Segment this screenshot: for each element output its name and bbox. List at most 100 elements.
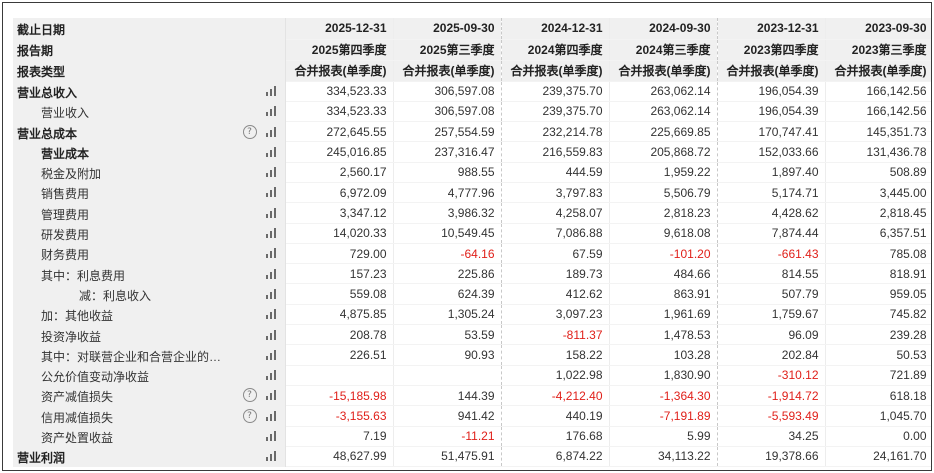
row-label: 财务费用: [41, 248, 90, 263]
value-cell: 818.91: [825, 263, 931, 285]
value-cell: 444.59: [501, 162, 610, 183]
value-cell: 48,627.99: [285, 446, 394, 468]
row-label: 销售费用: [41, 187, 90, 202]
bar-chart-icon[interactable]: [265, 288, 277, 299]
bar-chart-icon[interactable]: [265, 126, 277, 137]
header-cell: 2024第四季度: [501, 39, 610, 61]
table-row: 减：利息收入 559.08 624.39 412.62 863.91 507.79 959.…: [13, 283, 931, 305]
header-label-cell: 报告期: [13, 39, 286, 60]
bar-chart-icon[interactable]: [265, 329, 277, 340]
table-row: 营业收入 334,523.33 306,597.08 239,375.70 263,06…: [13, 101, 931, 123]
header-cell: 2023第四季度: [717, 39, 826, 61]
bar-chart-icon[interactable]: [265, 248, 277, 259]
header-cell: 合并报表(单季度): [501, 60, 610, 82]
table-row: 营业利润 48,627.99 51,475.91 6,874.22 34,113.22 1…: [13, 446, 931, 468]
bar-chart-icon[interactable]: [265, 146, 277, 157]
value-cell: -101.20: [609, 243, 718, 265]
table-row: 其中：对联营企业和合营企业的投资… 226.51 90.93 158.22 103.28…: [13, 344, 931, 366]
value-cell: [285, 365, 394, 386]
row-label-cell: 销售费用: [13, 182, 286, 203]
table-row: 资产减值损失? -15,185.98 144.39 -4,212.40 -1,364.3…: [13, 385, 931, 407]
bar-chart-icon[interactable]: [265, 207, 277, 218]
bar-chart-icon[interactable]: [265, 309, 277, 320]
value-cell: 34.25: [717, 426, 826, 447]
question-circle-icon[interactable]: ?: [242, 124, 257, 139]
value-cell: 53.59: [393, 324, 502, 346]
value-cell: 4,777.96: [393, 182, 502, 204]
value-cell: 508.89: [825, 162, 931, 183]
table-row: 研发费用 14,020.33 10,549.45 7,086.88 9,618.08 7,…: [13, 223, 931, 244]
bar-chart-icon[interactable]: [265, 390, 277, 401]
header-cell: 2024-12-31: [501, 18, 610, 40]
value-cell: 507.79: [717, 283, 826, 305]
bar-chart-icon[interactable]: [265, 451, 277, 462]
value-cell: 1,022.98: [501, 365, 610, 386]
row-label-cell: 营业收入: [13, 101, 286, 122]
row-label: 税金及附加: [41, 167, 102, 182]
row-label-cell: 税金及附加: [13, 162, 286, 183]
value-cell: 232,214.78: [501, 121, 610, 143]
table-row: 财务费用 729.00 -64.16 67.59 -101.20 -661.43 785.0…: [13, 243, 931, 265]
value-cell: 176.68: [501, 426, 610, 447]
value-cell: [393, 365, 502, 386]
value-cell: 7,874.44: [717, 223, 826, 244]
row-label-cell: 其中：利息费用: [13, 263, 286, 284]
value-cell: 624.39: [393, 283, 502, 305]
value-cell: 6,357.51: [825, 223, 931, 244]
value-cell: 5,174.71: [717, 182, 826, 204]
header-cell: 合并报表(单季度): [609, 60, 718, 82]
bar-chart-icon[interactable]: [265, 167, 277, 178]
header-label-cell: 报表类型: [13, 60, 286, 81]
value-cell: 0.00: [825, 426, 931, 447]
question-circle-icon[interactable]: ?: [242, 408, 257, 423]
value-cell: 263,062.14: [609, 81, 718, 102]
header-cell: 2025-09-30: [393, 18, 502, 40]
value-cell: 988.55: [393, 162, 502, 183]
value-cell: 745.82: [825, 304, 931, 326]
value-cell: 196,054.39: [717, 101, 826, 123]
value-cell: 618.18: [825, 385, 931, 407]
value-cell: 152,033.66: [717, 141, 826, 163]
row-label-cell: 营业利润: [13, 446, 286, 467]
bar-chart-icon[interactable]: [265, 370, 277, 381]
header-cell: 2025-12-31: [285, 18, 394, 40]
header-cell: 合并报表(单季度): [825, 60, 931, 82]
bar-chart-icon[interactable]: [265, 106, 277, 117]
bar-chart-icon[interactable]: [265, 187, 277, 198]
value-cell: 3,986.32: [393, 202, 502, 224]
value-cell: 19,378.66: [717, 446, 826, 468]
value-cell: 237,316.47: [393, 141, 502, 163]
value-cell: 239,375.70: [501, 101, 610, 123]
value-cell: 166,142.56: [825, 101, 931, 123]
row-label-cell: 资产处置收益: [13, 426, 286, 447]
row-label: 信用减值损失: [41, 410, 114, 425]
value-cell: 334,523.33: [285, 101, 394, 123]
value-cell: 863.91: [609, 283, 718, 305]
bar-chart-icon[interactable]: [265, 349, 277, 360]
value-cell: -310.12: [717, 365, 826, 386]
value-cell: 306,597.08: [393, 81, 502, 102]
bar-chart-icon[interactable]: [265, 410, 277, 421]
value-cell: 9,618.08: [609, 223, 718, 244]
bar-chart-icon[interactable]: [265, 228, 277, 239]
value-cell: 245,016.85: [285, 141, 394, 163]
value-cell: 131,436.78: [825, 141, 931, 163]
bar-chart-icon[interactable]: [265, 268, 277, 279]
bar-chart-icon[interactable]: [265, 86, 277, 96]
row-label: 资产减值损失: [41, 390, 114, 405]
row-label-cell: 财务费用: [13, 243, 286, 264]
value-cell: 7.19: [285, 426, 394, 447]
bar-chart-icon[interactable]: [265, 431, 277, 442]
value-cell: 34,113.22: [609, 446, 718, 468]
row-label-cell: 信用减值损失?: [13, 405, 286, 427]
value-cell: 196,054.39: [717, 81, 826, 102]
value-cell: 208.78: [285, 324, 394, 346]
row-label-cell: 营业总收入: [13, 81, 286, 102]
value-cell: 1,830.90: [609, 365, 718, 386]
row-label: 投资净收益: [41, 329, 102, 344]
value-cell: -1,914.72: [717, 385, 826, 407]
question-circle-icon[interactable]: ?: [242, 388, 257, 403]
table-row: 加：其他收益 4,875.85 1,305.24 3,097.23 1,961.69 1,…: [13, 304, 931, 326]
row-label-cell: 加：其他收益: [13, 304, 286, 325]
value-cell: 103.28: [609, 344, 718, 366]
